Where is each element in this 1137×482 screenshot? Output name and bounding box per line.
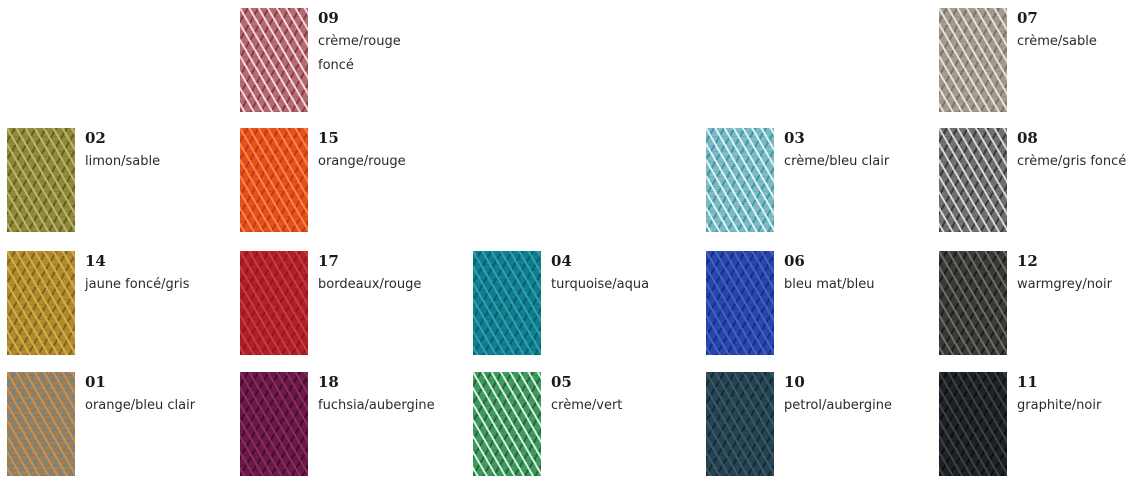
- fabric-swatch: [240, 372, 308, 476]
- swatch-card-02[interactable]: 02 limon/sable: [7, 128, 237, 238]
- swatch-code: 09: [318, 9, 339, 27]
- swatch-card-15[interactable]: 15 orange/rouge: [240, 128, 470, 238]
- swatch-code: 06: [784, 252, 805, 270]
- swatch-code: 07: [1017, 9, 1038, 27]
- swatch-code: 12: [1017, 252, 1038, 270]
- swatch-name: fuchsia/aubergine: [318, 398, 435, 413]
- swatch-code: 05: [551, 373, 572, 391]
- swatch-card-14[interactable]: 14 jaune foncé/gris: [7, 251, 237, 361]
- swatch-card-11[interactable]: 11 graphite/noir: [939, 372, 1137, 482]
- fabric-swatch: [240, 128, 308, 232]
- swatch-name: bleu mat/bleu: [784, 277, 875, 292]
- swatch-name: crème/gris foncé: [1017, 154, 1127, 169]
- swatch-code: 11: [1017, 373, 1038, 391]
- swatch-code: 03: [784, 129, 805, 147]
- swatch-code: 08: [1017, 129, 1038, 147]
- swatch-name: graphite/noir: [1017, 398, 1102, 413]
- fabric-swatch: [706, 128, 774, 232]
- swatch-code: 14: [85, 252, 106, 270]
- swatch-card-07[interactable]: 07 crème/sable: [939, 8, 1137, 118]
- swatch-name: limon/sable: [85, 154, 161, 169]
- swatch-card-01[interactable]: 01 orange/bleu clair: [7, 372, 237, 482]
- swatch-name: crème/bleu clair: [784, 154, 890, 169]
- swatch-name: crème/sable: [1017, 34, 1097, 49]
- swatch-code: 18: [318, 373, 339, 391]
- fabric-swatch: [7, 372, 75, 476]
- swatch-card-05[interactable]: 05 crème/vert: [473, 372, 703, 482]
- swatch-name: warmgrey/noir: [1017, 277, 1112, 292]
- fabric-swatch: [240, 251, 308, 355]
- fabric-swatch: [473, 372, 541, 476]
- swatch-name: bordeaux/rouge: [318, 277, 422, 292]
- swatch-name: petrol/aubergine: [784, 398, 893, 413]
- swatch-code: 17: [318, 252, 339, 270]
- fabric-swatch: [706, 372, 774, 476]
- swatch-card-12[interactable]: 12 warmgrey/noir: [939, 251, 1137, 361]
- fabric-swatch: [706, 251, 774, 355]
- swatch-card-03[interactable]: 03 crème/bleu clair: [706, 128, 936, 238]
- fabric-swatch: [939, 128, 1007, 232]
- fabric-swatch: [7, 128, 75, 232]
- swatch-name: orange/rouge: [318, 154, 406, 169]
- swatch-name: orange/bleu clair: [85, 398, 196, 413]
- swatch-name: jaune foncé/gris: [85, 277, 190, 292]
- fabric-swatch: [939, 251, 1007, 355]
- fabric-swatch: [240, 8, 308, 112]
- swatch-code: 04: [551, 252, 572, 270]
- swatch-card-09[interactable]: 09 crème/rouge foncé: [240, 8, 470, 118]
- swatch-card-18[interactable]: 18 fuchsia/aubergine: [240, 372, 470, 482]
- swatch-card-06[interactable]: 06 bleu mat/bleu: [706, 251, 936, 361]
- fabric-swatch: [939, 372, 1007, 476]
- swatch-name: turquoise/aqua: [551, 277, 650, 292]
- fabric-swatch: [7, 251, 75, 355]
- fabric-swatch: [473, 251, 541, 355]
- swatch-code: 01: [85, 373, 106, 391]
- swatch-name: crème/vert: [551, 398, 623, 413]
- swatch-code: 15: [318, 129, 339, 147]
- swatch-card-10[interactable]: 10 petrol/aubergine: [706, 372, 936, 482]
- swatch-code: 02: [85, 129, 106, 147]
- swatch-name: crème/rouge foncé: [318, 34, 401, 73]
- swatch-card-08[interactable]: 08 crème/gris foncé: [939, 128, 1137, 238]
- swatch-card-17[interactable]: 17 bordeaux/rouge: [240, 251, 470, 361]
- fabric-swatch: [939, 8, 1007, 112]
- swatch-card-04[interactable]: 04 turquoise/aqua: [473, 251, 703, 361]
- swatch-code: 10: [784, 373, 805, 391]
